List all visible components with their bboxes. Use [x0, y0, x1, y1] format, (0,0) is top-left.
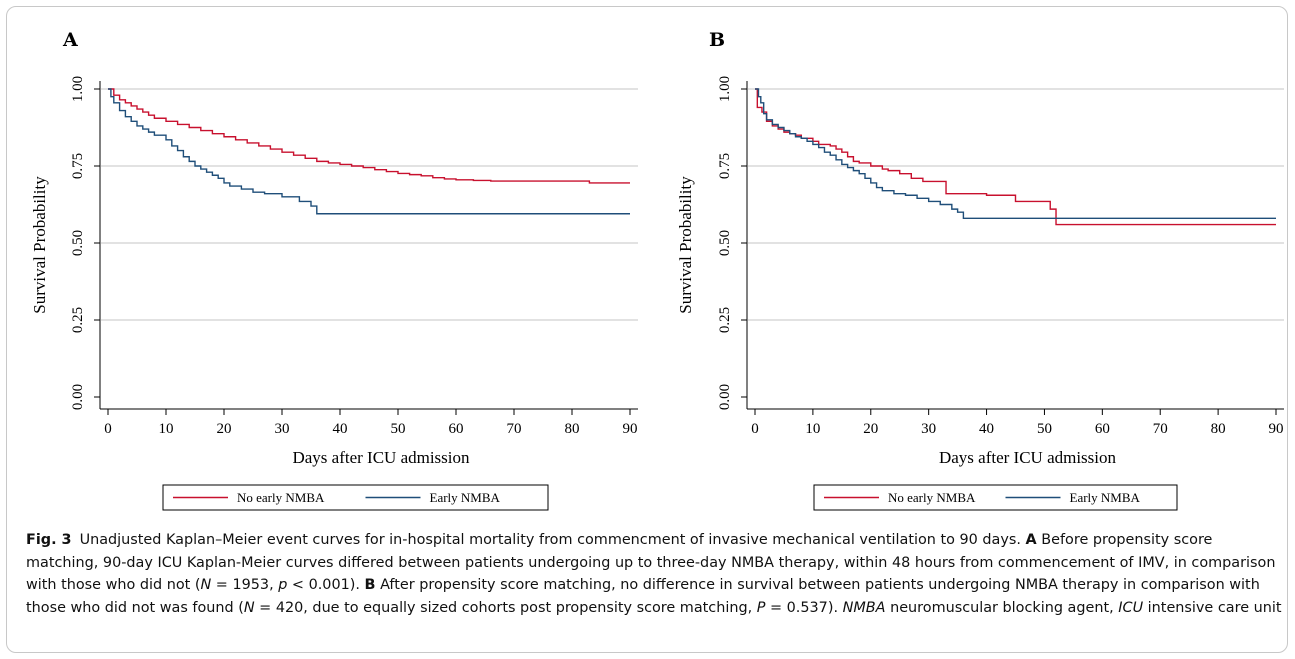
y-tick-label: 0.75	[70, 153, 86, 179]
y-tick-label: 0.00	[70, 384, 86, 410]
y-tick-label: 0.00	[717, 384, 733, 410]
x-axis-title-a: Days after ICU admission	[292, 448, 470, 467]
panel-letter-a: A	[62, 29, 78, 51]
figure-frame: A 0.00 0.25 0.50 0.75 1.00 0 10 20 30 40 50 60 70 80 9…	[6, 6, 1288, 653]
caption-n1: N	[200, 577, 212, 593]
grid-a	[101, 88, 638, 321]
axes-b: 0.00 0.25 0.50 0.75 1.00 0 10 20 30 40 50 60 70 80 90	[717, 76, 1284, 437]
x-tick-label: 20	[217, 421, 232, 437]
y-tick-label: 1.00	[717, 76, 733, 102]
series-b	[755, 88, 1276, 226]
legend-label: Early NMBA	[430, 490, 501, 505]
x-tick-label: 0	[104, 421, 112, 437]
grid-b	[748, 88, 1284, 321]
y-axis-title-b: Survival Probability	[676, 176, 695, 314]
x-tick-label: 90	[1269, 421, 1284, 437]
legend-label: No early NMBA	[888, 490, 976, 505]
km-curve-no-early-nmba	[755, 88, 1276, 226]
x-tick-label: 60	[1095, 421, 1110, 437]
caption-text-3: = 1953,	[211, 577, 279, 593]
legend-b: No early NMBA Early NMBA	[813, 484, 1178, 511]
y-axis-title-a: Survival Probability	[30, 176, 49, 314]
x-tick-label: 20	[863, 421, 878, 437]
y-tick-label: 0.25	[70, 307, 86, 333]
chart-b-svg: B 0.00 0.25 0.50 0.75 1.00 0 10 20 30 40 50 60 70 80 9…	[676, 29, 1284, 511]
x-tick-label: 50	[391, 421, 406, 437]
series-a	[108, 88, 630, 215]
x-tick-label: 70	[507, 421, 522, 437]
y-tick-label: 0.75	[717, 153, 733, 179]
figure-label: Fig. 3	[26, 532, 72, 548]
caption-text-7: = 0.537).	[765, 599, 843, 616]
caption-text-8: neuromuscular blocking agent,	[885, 599, 1119, 616]
caption-text-9: intensive care unit	[1143, 599, 1282, 616]
x-tick-label: 0	[751, 421, 759, 437]
axes-a: 0.00 0.25 0.50 0.75 1.00 0 10 20 30 40 50 60 70 80 90	[70, 76, 638, 437]
x-tick-label: 40	[979, 421, 994, 437]
legend-label: Early NMBA	[1070, 490, 1141, 505]
x-tick-label: 50	[1037, 421, 1052, 437]
caption-abbr-nmba: NMBA	[842, 599, 886, 616]
y-tick-label: 1.00	[70, 76, 86, 102]
figure-caption: Fig. 3 Unadjusted Kaplan–Meier event curv…	[26, 529, 1288, 619]
km-curve-early-nmba	[755, 88, 1276, 220]
x-tick-label: 40	[333, 421, 348, 437]
caption-text-6: = 420, due to equally sized cohorts post…	[254, 599, 757, 616]
y-tick-label: 0.50	[70, 230, 86, 256]
y-tick-label: 0.50	[717, 230, 733, 256]
km-curve-early-nmba	[108, 88, 630, 215]
x-tick-label: 30	[921, 421, 936, 437]
caption-p1: p	[278, 577, 288, 593]
caption-panel-a-ref: A	[1025, 532, 1037, 548]
legend-label: No early NMBA	[237, 490, 325, 505]
x-tick-label: 10	[805, 421, 820, 437]
panel-b: B 0.00 0.25 0.50 0.75 1.00 0 10 20 30 40 50 60 70 80 9…	[647, 7, 1287, 517]
x-tick-label: 70	[1153, 421, 1168, 437]
caption-p2: P	[756, 599, 766, 616]
caption-text-5: After propensity score matching, no diff…	[26, 577, 1260, 616]
chart-a-svg: A 0.00 0.25 0.50 0.75 1.00 0 10 20 30 40 50 60 70 80 9…	[30, 29, 638, 511]
x-tick-label: 80	[1211, 421, 1226, 437]
caption-panel-b-ref: B	[364, 577, 376, 593]
x-tick-label: 60	[449, 421, 464, 437]
x-tick-label: 90	[623, 421, 638, 437]
caption-n2: N	[243, 599, 255, 616]
caption-text-4: < 0.001).	[287, 577, 365, 593]
panel-letter-b: B	[709, 29, 725, 51]
x-axis-title-b: Days after ICU admission	[939, 448, 1117, 467]
panel-a: A 0.00 0.25 0.50 0.75 1.00 0 10 20 30 40 50 60 70 80 9…	[7, 7, 647, 517]
caption-abbr-icu: ICU	[1118, 599, 1144, 616]
legend-a: No early NMBA Early NMBA	[162, 484, 549, 511]
x-tick-label: 30	[275, 421, 290, 437]
caption-text-2: Before propensity score matching, 90-day…	[26, 532, 1276, 593]
caption-text-1: Unadjusted Kaplan–Meier event curves for…	[79, 532, 1026, 548]
y-tick-label: 0.25	[717, 307, 733, 333]
x-tick-label: 10	[159, 421, 174, 437]
km-curve-no-early-nmba	[108, 88, 630, 184]
x-tick-label: 80	[565, 421, 580, 437]
